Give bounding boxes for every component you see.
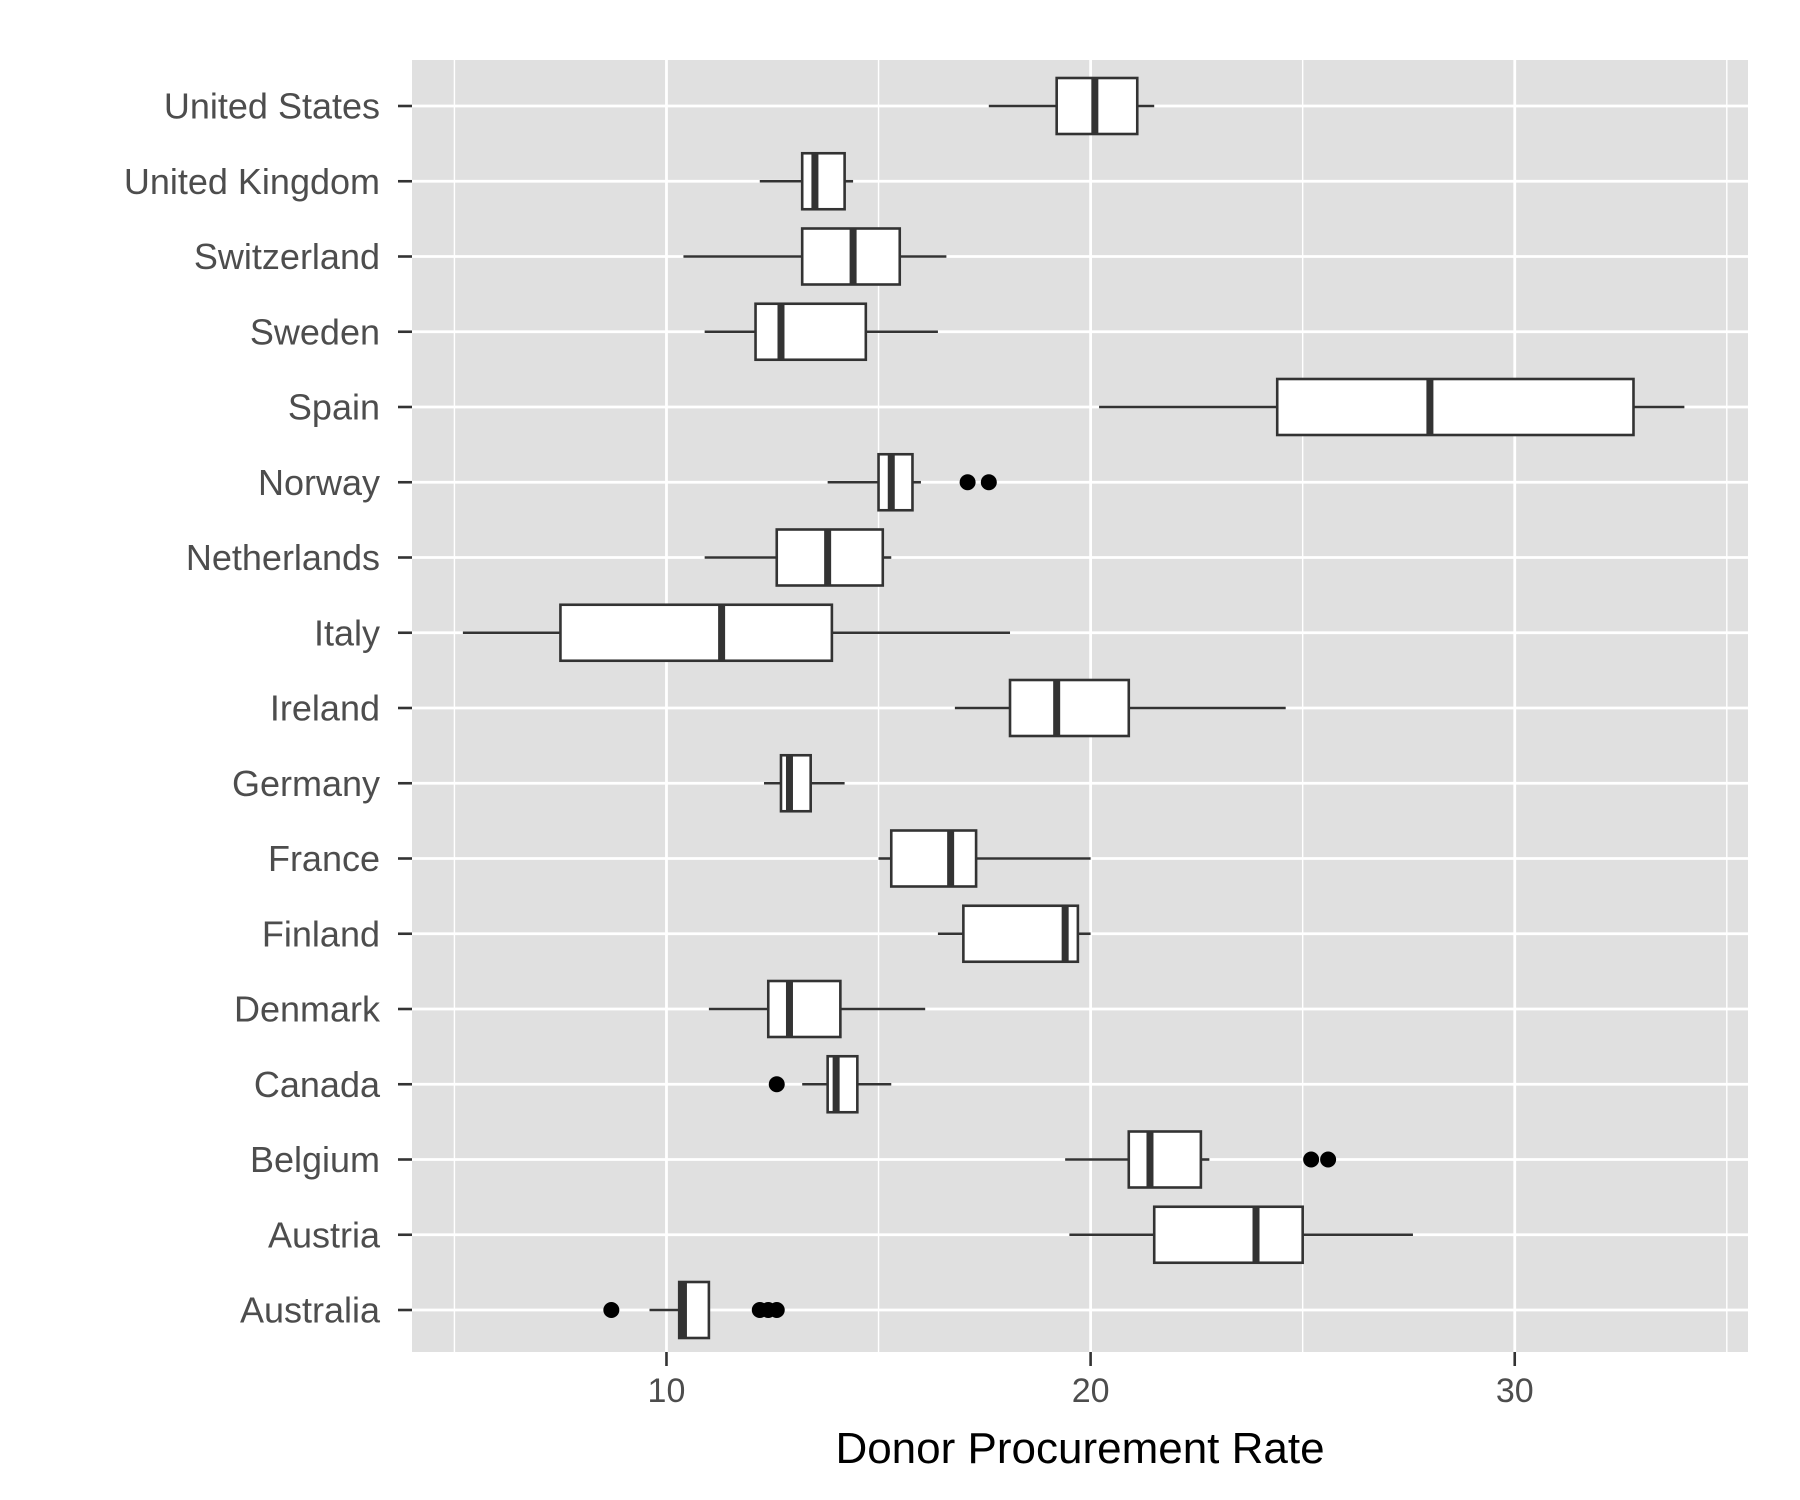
box-spain (1099, 377, 1685, 437)
box-ireland (954, 678, 1286, 738)
box-italy (462, 603, 1011, 663)
outlier-point (603, 1302, 620, 1318)
box-iqr (559, 603, 834, 663)
box-iqr (1275, 377, 1635, 437)
box-iqr (962, 904, 1080, 964)
box-united-states (988, 76, 1155, 136)
box-iqr (1127, 1130, 1203, 1189)
x-tick-label: 20 (1072, 1372, 1110, 1410)
outlier-point (980, 474, 997, 491)
box-iqr (779, 753, 812, 813)
x-tick-label: 30 (1496, 1372, 1534, 1410)
box-iqr (1008, 678, 1131, 738)
y-tick-label: Sweden (250, 311, 380, 352)
box-france (878, 829, 1091, 888)
box-united-kingdom (759, 151, 854, 211)
y-tick-label: Belgium (250, 1139, 380, 1180)
boxes (462, 76, 1685, 1340)
x-axis-title: Donor Procurement Rate (835, 1424, 1324, 1473)
outlier-point (768, 1076, 785, 1093)
box-iqr (826, 1054, 859, 1114)
box-iqr (1152, 1205, 1304, 1265)
x-axis: 10 20 30 (648, 1352, 1534, 1410)
outlier-point (959, 474, 976, 491)
outlier-point (1320, 1151, 1337, 1168)
box-norway (827, 452, 997, 512)
box-canada (768, 1054, 892, 1114)
box-iqr (877, 452, 914, 512)
box-sweden (704, 302, 938, 362)
y-tick-label: United Kingdom (124, 161, 380, 202)
box-belgium (1065, 1130, 1337, 1189)
y-tick-label: Denmark (234, 989, 381, 1030)
y-tick-label: Netherlands (186, 537, 380, 578)
y-tick-label: Ireland (270, 688, 380, 729)
y-tick-label: Finland (262, 913, 380, 954)
y-tick-label: France (268, 838, 380, 879)
box-austria (1069, 1205, 1413, 1265)
box-switzerland (683, 227, 947, 286)
y-tick-label: Canada (254, 1064, 381, 1105)
x-tick-label: 10 (648, 1372, 686, 1410)
y-tick-label: Germany (232, 763, 380, 804)
box-denmark (708, 979, 926, 1039)
box-iqr (766, 979, 842, 1039)
y-tick-label: Norway (258, 462, 380, 503)
box-australia (603, 1280, 785, 1340)
box-netherlands (704, 528, 892, 587)
box-finland (937, 904, 1091, 964)
box-iqr (800, 151, 846, 211)
y-tick-label: Austria (268, 1214, 381, 1255)
y-tick-label: Spain (288, 387, 380, 428)
outlier-point (768, 1302, 785, 1318)
y-axis: United States United Kingdom Switzerland Sw… (124, 86, 412, 1331)
y-tick-label: United States (164, 86, 380, 127)
y-tick-label: Australia (240, 1290, 381, 1331)
y-tick-label: Italy (314, 612, 380, 653)
box-germany (764, 753, 845, 813)
outlier-point (1303, 1151, 1320, 1168)
y-tick-label: Switzerland (194, 236, 380, 277)
box-iqr (754, 302, 868, 362)
box-iqr (889, 829, 978, 888)
